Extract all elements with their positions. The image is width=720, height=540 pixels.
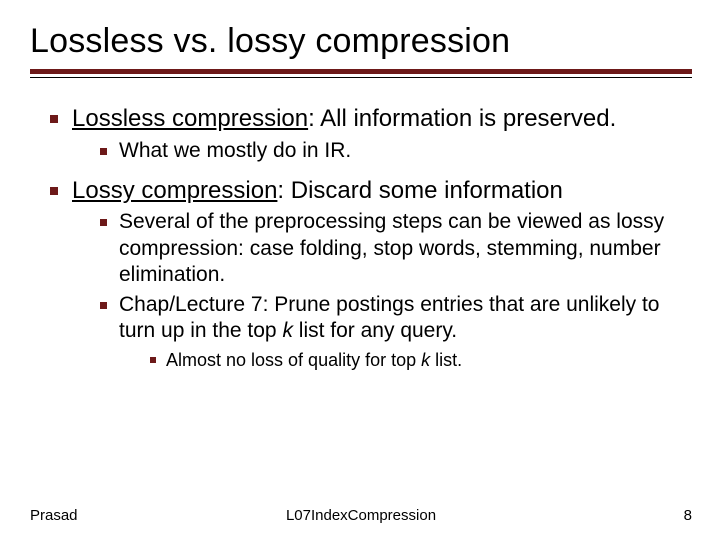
slide-title: Lossless vs. lossy compression xyxy=(30,22,692,61)
square-bullet-icon xyxy=(100,219,107,226)
bullet-text: What we mostly do in IR. xyxy=(119,138,692,164)
underlined-term: Lossy compression xyxy=(72,177,277,204)
bullet-l1: Lossless compression: All information is… xyxy=(50,104,692,134)
italic-k: k xyxy=(421,350,430,370)
bullet-l2: What we mostly do in IR. xyxy=(100,138,692,164)
square-bullet-icon xyxy=(150,357,156,363)
square-bullet-icon xyxy=(50,187,58,195)
square-bullet-icon xyxy=(50,115,58,123)
bullet-text: Chap/Lecture 7: Prune postings entries t… xyxy=(119,292,692,345)
square-bullet-icon xyxy=(100,148,107,155)
slide: Lossless vs. lossy compression Lossless … xyxy=(0,0,720,540)
bullet-l2: Several of the preprocessing steps can b… xyxy=(100,209,692,288)
bullet-rest: : Discard some information xyxy=(277,177,562,204)
footer-center: L07IndexCompression xyxy=(30,507,692,524)
footer: Prasad L07IndexCompression 8 xyxy=(30,507,692,524)
bullet-text: Lossless compression: All information is… xyxy=(72,104,692,134)
bullet-text: Almost no loss of quality for top k list… xyxy=(166,349,692,372)
italic-k: k xyxy=(282,319,293,342)
text-segment: list for any query. xyxy=(293,319,457,342)
text-segment: Almost no loss of quality for top xyxy=(166,350,421,370)
bullet-rest: : All information is preserved. xyxy=(308,105,616,132)
square-bullet-icon xyxy=(100,302,107,309)
text-segment: list. xyxy=(430,350,462,370)
bullet-l1: Lossy compression: Discard some informat… xyxy=(50,176,692,206)
bullet-text: Lossy compression: Discard some informat… xyxy=(72,176,692,206)
bullet-text: Several of the preprocessing steps can b… xyxy=(119,209,692,288)
bullet-l3: Almost no loss of quality for top k list… xyxy=(150,349,692,372)
title-rule xyxy=(30,69,692,78)
bullet-l2: Chap/Lecture 7: Prune postings entries t… xyxy=(100,292,692,345)
underlined-term: Lossless compression xyxy=(72,105,308,132)
